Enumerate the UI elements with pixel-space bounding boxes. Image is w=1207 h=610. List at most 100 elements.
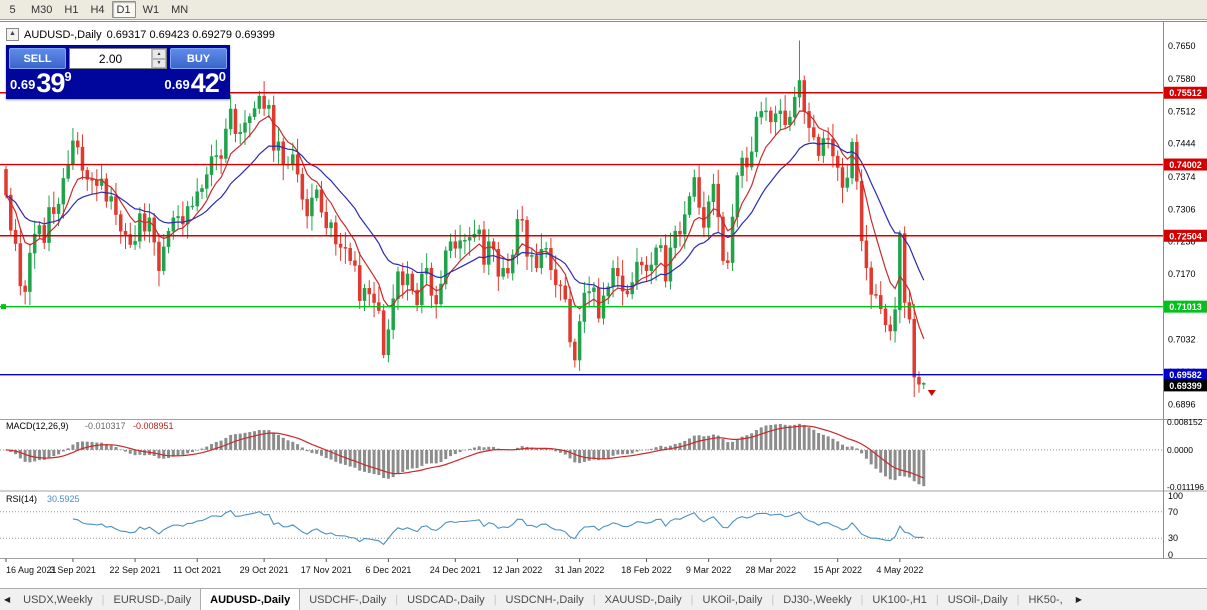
chart-tab-audusd-daily[interactable]: AUDUSD-,Daily [200,589,301,610]
y-axis-label: 0.7650 [1168,41,1196,51]
candle [42,217,46,250]
timeframe-button-m30[interactable]: M30 [26,1,57,18]
candle [228,94,233,136]
y-axis-label: 0.7306 [1168,204,1196,214]
candle [491,238,496,262]
chart-tab-usdcad-daily[interactable]: USDCAD-,Daily [407,593,485,606]
x-axis-label: 4 May 2022 [876,565,923,575]
candle [118,210,123,244]
candle [219,149,223,175]
chart-tab-eurusd-daily[interactable]: EURUSD-,Daily [113,593,192,606]
sell-price-pips: 39 [36,68,65,98]
collapse-panel-icon[interactable]: ▲ [6,28,19,41]
x-axis-label: 28 Mar 2022 [746,565,797,575]
candle [463,233,467,255]
tab-separator: | [690,593,694,606]
chart-tab-dj30-weekly[interactable]: DJ30-,Weekly [783,593,852,606]
tabs-scroll-right-icon[interactable]: ▶ [1075,595,1082,604]
timeframe-button-w1[interactable]: W1 [138,1,165,18]
candle [577,314,582,371]
timeframe-button-h1[interactable]: H1 [59,1,83,18]
chart-tab-usdchf-daily[interactable]: USDCHF-,Daily [309,593,387,606]
candle [845,164,850,192]
rsi-levels [0,511,1163,539]
svg-text:0.72504: 0.72504 [1169,231,1202,241]
candle [907,291,912,324]
timeframe-button-d1[interactable]: D1 [111,1,136,18]
candle [821,131,826,164]
buy-button[interactable]: BUY [170,48,227,69]
timeframe-button-h4[interactable]: H4 [85,1,109,18]
chart-tab-hk50[interactable]: HK50-, [1028,593,1063,606]
svg-text:MACD(12,26,9): MACD(12,26,9) [6,421,69,431]
candle [47,195,51,252]
candle [525,216,529,270]
volume-up-button[interactable]: ▲ [152,49,166,59]
candle [702,191,706,237]
candle [61,168,66,219]
candle [171,210,176,240]
candle [778,98,783,130]
candle [23,280,27,305]
rsi-axis-label: 0 [1168,550,1173,560]
candle [544,241,548,258]
candle [783,95,787,130]
candle [788,110,792,132]
candle [506,253,510,279]
candle [902,226,907,319]
candle [573,338,577,368]
macd-axis-label: 0.008152 [1167,417,1203,427]
x-axis-label: 18 Feb 2022 [621,565,672,575]
level-line-handle[interactable] [1,304,6,310]
tab-separator: | [935,593,939,606]
svg-text:0.69582: 0.69582 [1169,370,1202,380]
level-price-badge: 0.74002 [1164,158,1207,171]
candle [348,242,352,266]
y-axis-label: 0.6896 [1168,399,1196,409]
volume-down-button[interactable]: ▼ [152,58,166,68]
rsi-axis-label: 70 [1168,507,1178,517]
candle [9,187,13,236]
candle [807,102,811,143]
candle [205,166,209,198]
chart-tab-usdcnh-daily[interactable]: USDCNH-,Daily [505,593,584,606]
candle [458,224,462,260]
candle [424,253,429,285]
y-axis-label: 0.7512 [1168,106,1196,116]
rsi-label: RSI(14) 30.5925 [6,494,80,504]
candle [271,95,276,162]
level-price-badge: 0.69582 [1164,368,1207,381]
tab-separator: | [493,593,497,606]
chart-tab-xauusd-daily[interactable]: XAUUSD-,Daily [604,593,682,606]
candle [353,251,357,272]
candle [467,227,472,256]
candle [558,280,563,301]
rsi-axis: 100 70 30 0 [1168,491,1183,560]
main-chart[interactable]: 0.7650 0.7580 0.7512 0.7444 0.7374 0.7306 0.72… [0,22,1207,589]
candle [510,249,515,281]
svg-text:-0.008951: -0.008951 [133,421,174,431]
chart-tab-ukoil-daily[interactable]: UKOil-,Daily [702,593,763,606]
candle [534,243,539,273]
timeframe-button-mn[interactable]: MN [166,1,193,18]
current-price-badge: 0.69399 [1164,379,1207,392]
candle [888,316,893,341]
chart-tab-uk100-h1[interactable]: UK100-,H1 [872,593,927,606]
level-price-badge: 0.75512 [1164,86,1207,99]
buy-price-pips: 42 [190,68,220,98]
tab-separator: | [395,593,399,606]
volume-input[interactable] [70,49,151,68]
candle [166,227,171,254]
candle [620,260,625,306]
candle [157,233,161,287]
candle [195,178,199,212]
chart-tab-usoil-daily[interactable]: USOil-,Daily [947,593,1008,606]
candle [200,184,204,200]
macd-axis-label: -0.011196 [1167,482,1204,492]
candle [109,186,113,210]
timeframe-button-5[interactable]: 5 [1,1,24,18]
tabs-scroll-left-icon[interactable]: ◀ [4,595,11,604]
chart-tab-usdx-weekly[interactable]: USDX,Weekly [23,593,93,606]
sell-button[interactable]: SELL [9,48,66,69]
